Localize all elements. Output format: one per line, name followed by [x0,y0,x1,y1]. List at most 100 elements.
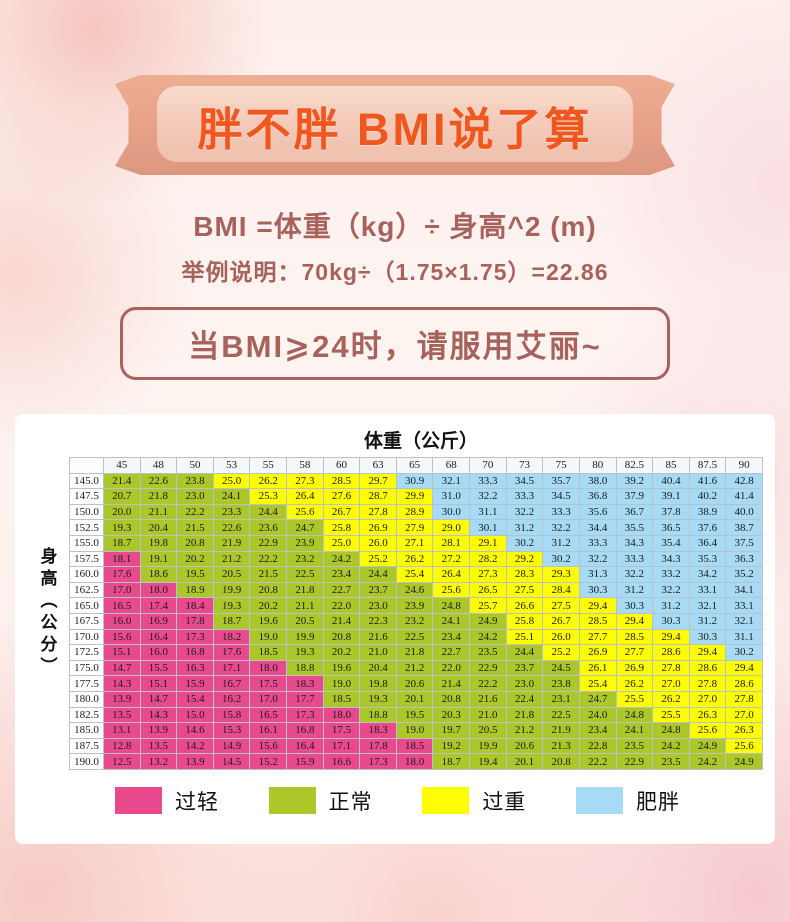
bmi-cell: 27.5 [542,597,580,614]
bmi-cell: 22.7 [322,581,361,599]
weight-header-cell: 80 [578,457,617,474]
bmi-cell: 25.6 [432,581,471,599]
bmi-cell: 26.4 [286,488,324,505]
bmi-cell: 26.0 [542,628,580,646]
bmi-cell: 17.7 [286,690,324,708]
bmi-cell: 27.8 [688,675,727,692]
bmi-cell: 15.8 [212,706,251,724]
bmi-cell: 18.3 [286,675,324,692]
bmi-cell: 18.7 [432,753,471,770]
bmi-cell: 33.2 [652,566,690,583]
bmi-cell: 28.3 [505,566,544,583]
bmi-cell: 17.1 [322,737,361,755]
bmi-cell: 32.2 [578,550,617,568]
bmi-cell: 21.8 [286,581,324,599]
bmi-cell: 32.2 [542,519,580,536]
bmi-table-row: 167.5 16.0 16.9 17.8 18.7 19.6 20.5 21.4 22.3 23.… [69,612,763,630]
legend-item: 过轻 [115,786,219,816]
bmi-cell: 21.2 [505,722,544,739]
bmi-cell: 13.2 [139,753,178,770]
height-header-cell: 152.5 [69,519,104,536]
bmi-cell: 30.0 [432,503,471,521]
bmi-table-row: 190.0 12.5 13.2 13.9 14.5 15.2 15.9 16.6 17.3 18.… [69,753,763,770]
height-header-cell: 190.0 [69,753,104,770]
bmi-cell: 19.7 [432,722,471,739]
height-header-cell: 157.5 [69,550,104,568]
bmi-cell: 23.0 [176,488,214,505]
bmi-cell: 24.4 [505,644,544,661]
bmi-cell: 18.7 [103,534,141,552]
bmi-cell: 17.4 [139,597,178,614]
legend: 过轻 正常 过重 肥胖 [15,786,775,816]
bmi-cell: 27.2 [432,550,471,568]
bmi-cell: 33.1 [688,581,727,599]
weight-header-cell: 45 [103,457,141,474]
legend-item: 正常 [268,786,373,816]
bmi-cell: 20.1 [395,690,434,708]
height-header-cell: 170.0 [69,628,104,646]
bmi-cell: 30.2 [505,534,544,552]
bmi-cell: 20.6 [395,675,434,692]
bmi-cell: 31.3 [578,566,617,583]
bmi-cell: 26.2 [615,675,654,692]
bmi-cell: 22.8 [578,737,617,755]
legend-label: 过轻 [175,790,219,814]
bmi-table-row: 147.5 20.7 21.8 23.0 24.1 25.3 26.4 27.6 28.7 29.… [69,488,763,505]
bmi-cell: 19.4 [469,753,507,770]
bmi-cell: 24.1 [615,722,654,739]
bmi-cell: 16.2 [212,690,251,708]
bmi-cell: 19.8 [359,675,397,692]
weight-header-cell: 70 [469,457,507,474]
bmi-cell: 30.3 [578,581,617,599]
bmi-cell: 15.6 [249,737,288,755]
bmi-cell: 41.6 [688,472,727,490]
bmi-cell: 25.1 [505,628,544,646]
bmi-cell: 16.0 [103,612,141,630]
bmi-cell: 30.3 [688,628,727,646]
bmi-cell: 27.0 [652,675,690,692]
bmi-cell: 26.0 [359,534,397,552]
bmi-cell: 31.2 [542,534,580,552]
bmi-cell: 22.2 [578,753,617,770]
bmi-cell: 16.5 [103,597,141,614]
legend-swatch [115,787,162,815]
bmi-cell: 40.0 [725,503,763,521]
bmi-cell: 25.4 [578,675,617,692]
bmi-cell: 14.7 [103,659,141,677]
bmi-cell: 20.2 [176,550,214,568]
weight-header-cell: 58 [286,457,324,474]
bmi-cell: 19.6 [322,659,361,677]
bmi-cell: 30.2 [542,550,580,568]
bmi-cell: 24.2 [322,550,361,568]
bmi-cell: 41.4 [725,488,763,505]
bmi-cell: 30.9 [395,472,434,490]
bmi-cell: 25.7 [469,597,507,614]
bmi-cell: 34.4 [578,519,617,536]
bmi-cell: 20.4 [139,519,178,536]
bmi-cell: 13.1 [103,722,141,739]
bmi-cell: 20.6 [505,737,544,755]
bmi-cell: 26.2 [395,550,434,568]
bmi-cell: 32.2 [615,566,654,583]
bmi-cell: 21.4 [432,675,471,692]
bmi-table-row: 185.0 13.1 13.9 14.6 15.3 16.1 16.8 17.5 18.3 19.… [69,722,763,739]
height-header-cell: 177.5 [69,675,104,692]
bmi-cell: 38.7 [725,519,763,536]
banner-ribbon-inner [157,86,633,162]
legend-label: 肥胖 [635,790,680,814]
bmi-cell: 24.1 [212,488,251,505]
bmi-cell: 15.9 [176,675,214,692]
bmi-cell: 19.6 [249,612,288,630]
bmi-cell: 36.7 [615,503,654,521]
height-header-cell: 187.5 [69,737,104,755]
bmi-cell: 37.6 [688,519,727,536]
weight-header-cell: 75 [542,457,580,474]
bmi-table-row: 187.5 12.8 13.5 14.2 14.9 15.6 16.4 17.1 17.8 18.… [69,737,763,755]
bmi-cell: 27.9 [395,519,434,536]
bmi-cell: 19.1 [139,550,178,568]
bmi-cell: 21.8 [139,488,178,505]
bmi-cell: 21.2 [395,659,434,677]
bmi-cell: 26.9 [615,659,654,677]
bmi-table-row: 165.0 16.5 17.4 18.4 19.3 20.2 21.1 22.0 23.0 23.… [69,597,763,614]
bmi-cell: 18.5 [249,644,288,661]
